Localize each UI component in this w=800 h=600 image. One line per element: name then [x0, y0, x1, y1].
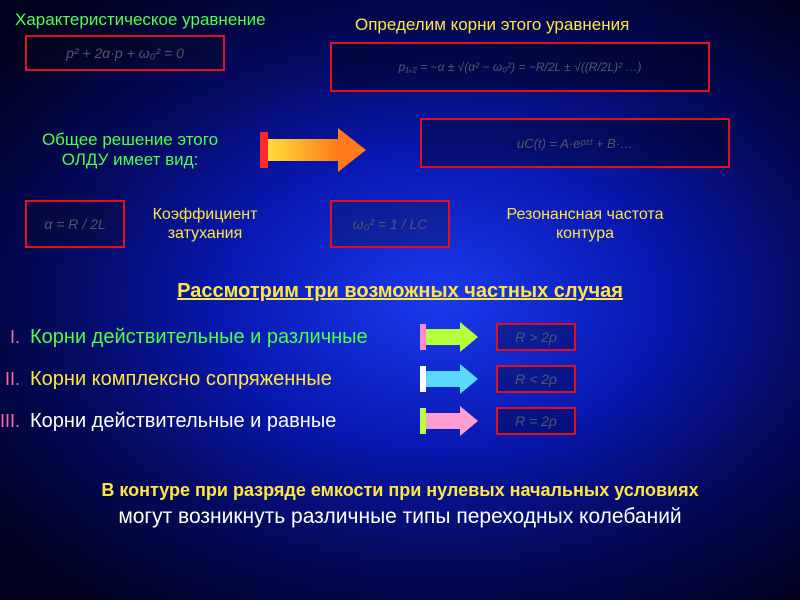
roots-formula-box: p₁,₂ = −α ± √(α² − ω₀²) = −R/2L ± √((R/2… [330, 42, 710, 92]
case-row: I. Корни действительные и различные R > … [0, 320, 800, 354]
cases-list: I. Корни действительные и различные R > … [0, 320, 800, 446]
case-condition-box: R = 2ρ [496, 407, 576, 435]
arrow-icon [420, 364, 478, 394]
general-label-1: Общее решение этого [42, 130, 218, 149]
find-roots-label: Определим корни этого уравнения [355, 15, 629, 35]
alpha-label: Коэффициент затухания [140, 205, 270, 243]
case-num: I. [0, 327, 30, 348]
cases-title: Рассмотрим три возможных частных случая [177, 280, 623, 302]
footer-line1: В контуре при разряде емкости при нулевы… [0, 480, 800, 501]
omega-formula: ω₀² = 1 / LC [353, 216, 428, 232]
char-eq-label: Характеристическое уравнение [15, 10, 315, 30]
arrow-icon [260, 128, 366, 172]
roots-formula: p₁,₂ = −α ± √(α² − ω₀²) = −R/2L ± √((R/2… [399, 60, 642, 74]
case-num: II. [0, 369, 30, 390]
alpha-formula-box: α = R / 2L [25, 200, 125, 248]
general-sol-label: Общее решение этого ОЛДУ имеет вид: [20, 130, 240, 171]
footer-line2: могут возникнуть различные типы переходн… [0, 505, 800, 529]
char-eq-formula-box: p² + 2α·p + ω₀² = 0 [25, 35, 225, 71]
footer: В контуре при разряде емкости при нулевы… [0, 480, 800, 529]
omega-label: Резонансная частота контура [480, 205, 690, 243]
case-condition-box: R < 2ρ [496, 365, 576, 393]
case-condition-box: R > 2ρ [496, 323, 576, 351]
general-sol-formula: uC(t) = A·eᵖ¹ᵗ + B·… [517, 136, 633, 151]
arrow-icon [420, 406, 478, 436]
general-label-2: ОЛДУ имеет вид: [62, 150, 199, 169]
case-text: Корни действительные и равные [30, 410, 410, 433]
case-num: III. [0, 411, 30, 432]
case-text: Корни комплексно сопряженные [30, 368, 410, 391]
omega-formula-box: ω₀² = 1 / LC [330, 200, 450, 248]
arrow-icon [420, 322, 478, 352]
general-sol-formula-box: uC(t) = A·eᵖ¹ᵗ + B·… [420, 118, 730, 168]
case-row: II. Корни комплексно сопряженные R < 2ρ [0, 362, 800, 396]
case-text: Корни действительные и различные [30, 326, 410, 349]
case-row: III. Корни действительные и равные R = 2… [0, 404, 800, 438]
alpha-formula: α = R / 2L [44, 216, 105, 232]
char-eq-formula: p² + 2α·p + ω₀² = 0 [66, 45, 184, 61]
